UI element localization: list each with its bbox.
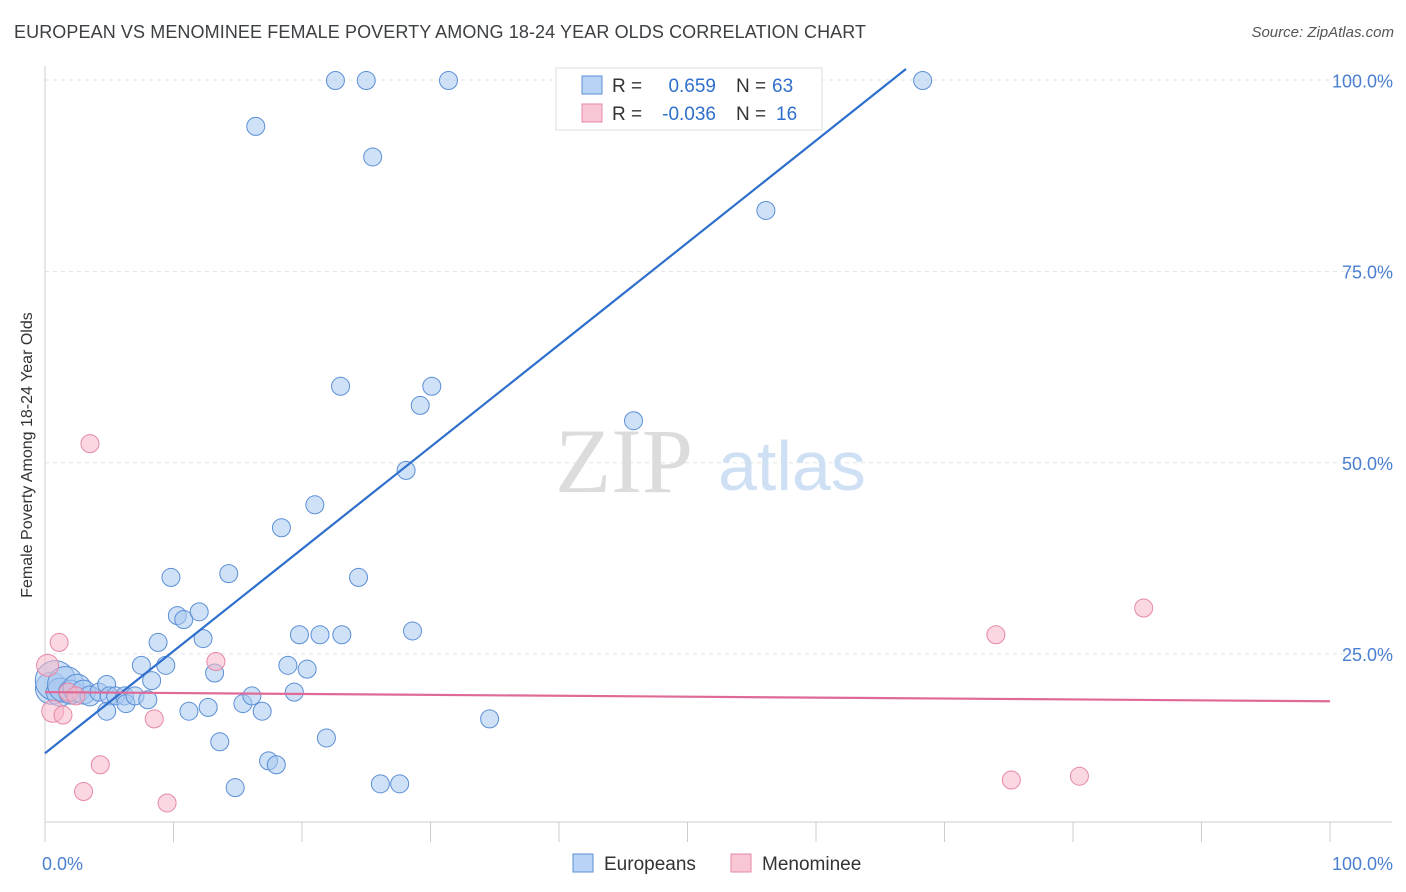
data-point [252,701,272,721]
legend-swatch-europeans [581,75,603,95]
y-tick-label: 50.0% [1342,454,1393,474]
data-point [142,671,162,691]
data-point [403,621,423,641]
data-point [219,564,239,584]
data-point [1001,770,1021,790]
data-point [331,376,351,396]
data-point [90,755,110,775]
data-point [278,655,298,675]
data-point [438,71,458,90]
legend-r-value-1: 0.659 [668,76,716,97]
y-tick-label: 100.0% [1332,72,1393,92]
y-tick-label: 25.0% [1342,645,1393,665]
data-point [74,781,94,801]
data-point [156,655,176,675]
source-label: Source: ZipAtlas.com [1251,24,1394,41]
data-point [189,602,209,622]
legend-r-value-2: -0.036 [662,104,716,125]
data-point [305,495,325,515]
data-point [210,732,230,752]
data-point [422,376,442,396]
bottom-legend: Europeans Menominee [572,853,861,875]
data-point [913,71,933,90]
data-point [289,625,309,645]
data-point [1069,766,1089,786]
legend-r-label-2: R = [612,104,642,125]
gridlines [45,79,1392,655]
y-tick-label: 75.0% [1342,263,1393,283]
series-menominee [36,434,1154,813]
legend-n-label-2: N = [736,104,766,125]
data-point [36,653,60,677]
data-point [1134,598,1154,618]
legend-n-value-2: 16 [776,104,797,125]
trend-lines [44,68,1331,755]
data-point [266,755,286,775]
data-point [242,686,262,706]
legend-n-label-1: N = [736,76,766,97]
data-point [161,567,181,587]
chart-title: EUROPEAN VS MENOMINEE FEMALE POVERTY AMO… [14,22,867,42]
legend-r-label-1: R = [612,76,642,97]
data-point [53,705,73,725]
data-point [157,793,177,813]
data-point [206,652,226,672]
data-point [325,71,345,90]
data-point [174,609,194,629]
watermark: ZIP atlas [555,410,866,512]
data-point [198,697,218,717]
data-point [193,629,213,649]
data-point [49,632,69,652]
data-point [284,682,304,702]
data-point [225,778,245,798]
data-point [396,460,416,480]
data-point [271,518,291,538]
data-point [624,411,644,431]
data-point [356,71,376,90]
tick-labels: 25.0% 50.0% 75.0% 100.0% 0.0% 100.0% [42,72,1393,875]
legend-swatch-menominee [581,103,603,123]
x-tick-label: 0.0% [42,854,83,874]
legend-n-value-1: 63 [772,76,793,97]
data-point [144,709,164,729]
data-point [349,567,369,587]
bottom-legend-menominee: Menominee [762,854,861,875]
data-point [390,774,410,794]
bottom-legend-europeans: Europeans [604,854,696,875]
data-point [66,686,86,706]
bottom-legend-swatch-menominee [730,853,752,873]
data-point [80,434,100,454]
watermark-zip: ZIP [555,410,693,512]
data-point [179,701,199,721]
data-point [148,632,168,652]
x-tick-label: 100.0% [1332,854,1393,874]
data-point [756,200,776,220]
data-point [410,395,430,415]
data-point [363,147,383,167]
data-point [246,116,266,136]
data-point [310,625,330,645]
data-point [480,709,500,729]
data-point [131,655,151,675]
data-point [138,690,158,710]
bottom-legend-swatch-europeans [572,853,594,873]
watermark-atlas: atlas [718,427,866,505]
data-point [986,625,1006,645]
data-point [332,625,352,645]
trend-line-europeans [44,68,907,755]
axes [44,66,1392,842]
stats-legend: R = 0.659 N = 63 R = -0.036 N = 16 [555,67,823,131]
data-point [297,659,317,679]
data-point [370,774,390,794]
trend-line-menominee [44,691,1331,703]
data-point [316,728,336,748]
